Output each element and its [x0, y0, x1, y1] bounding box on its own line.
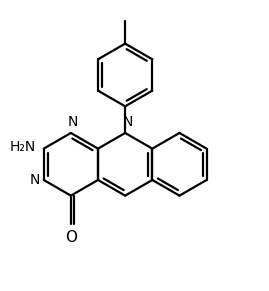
- Text: N: N: [123, 115, 133, 129]
- Text: H₂N: H₂N: [10, 140, 36, 154]
- Text: O: O: [65, 230, 77, 244]
- Text: N: N: [67, 115, 78, 129]
- Text: N: N: [30, 173, 40, 187]
